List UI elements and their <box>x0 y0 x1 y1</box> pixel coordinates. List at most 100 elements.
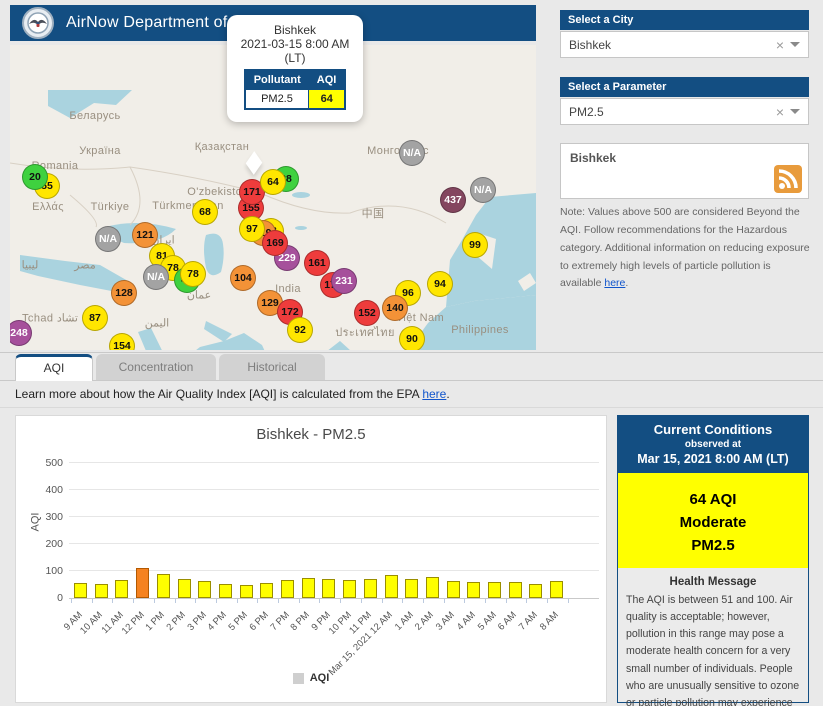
aqi-marker-97[interactable]: 97 <box>239 216 265 242</box>
parameter-select[interactable]: PM2.5 × <box>560 98 809 125</box>
legend-label: AQI <box>309 672 330 684</box>
aqi-marker-121[interactable]: 121 <box>132 222 158 248</box>
map-label: ليبيا <box>21 259 39 272</box>
chart-title: Bishkek - PM2.5 <box>256 426 366 443</box>
popup-timezone: (LT) <box>284 51 306 65</box>
learn-more-here-link[interactable]: here <box>422 387 447 401</box>
aqi-marker-104[interactable]: 104 <box>230 265 256 291</box>
gridline-400 <box>69 489 599 490</box>
tab-aqi[interactable]: AQI <box>15 354 93 381</box>
separator-below-tabs <box>0 380 823 381</box>
aqi-marker-NA[interactable]: N/A <box>399 140 425 166</box>
aqi-marker-NA[interactable]: N/A <box>95 226 121 252</box>
aqi-marker-NA[interactable]: N/A <box>143 264 169 290</box>
popup-aqi-value: 64 <box>308 89 346 110</box>
x-tickmark <box>71 598 72 603</box>
aqi-marker-140[interactable]: 140 <box>382 295 408 321</box>
parameter-clear-icon[interactable]: × <box>775 103 784 120</box>
popup-pollutant-header: Pollutant <box>244 70 309 90</box>
bar-5-AM <box>488 582 501 598</box>
city-select-value: Bishkek <box>569 37 612 52</box>
current-pollutant: PM2.5 <box>691 537 735 554</box>
bar-8-PM <box>301 577 315 598</box>
aqi-marker-169[interactable]: 169 <box>262 230 288 256</box>
aqi-marker-20[interactable]: 20 <box>22 164 48 190</box>
aqi-marker-437[interactable]: 437 <box>440 187 466 213</box>
current-aqi-category: Moderate <box>679 514 747 531</box>
rss-icon[interactable] <box>774 165 802 193</box>
x-tickmark <box>298 598 300 603</box>
bar-10-AM <box>94 583 108 598</box>
map-label: عمان <box>186 289 212 302</box>
x-tickmark <box>340 598 342 603</box>
bar-9-PM <box>322 578 336 598</box>
aqi-marker-152[interactable]: 152 <box>354 300 380 326</box>
note-text-before: Note: Values above 500 are considered Be… <box>560 206 810 290</box>
city-chevron-down-icon[interactable] <box>790 42 800 47</box>
aqi-marker-78[interactable]: 78 <box>180 261 206 287</box>
bar-1-PM <box>156 574 170 598</box>
rss-city-label: Bishkek <box>570 151 617 165</box>
x-tickmark <box>464 598 466 603</box>
bar-Mar-15-2021-12-AM <box>384 574 398 598</box>
current-conditions-title: Current Conditions <box>653 422 773 437</box>
aqi-marker-161[interactable]: 161 <box>304 250 330 276</box>
city-clear-icon[interactable]: × <box>775 36 784 53</box>
health-message-title: Health Message <box>669 576 757 588</box>
aqi-marker-128[interactable]: 128 <box>111 280 137 306</box>
popup-pollutant-value: PM2.5 <box>244 89 310 110</box>
aqi-marker-68[interactable]: 68 <box>192 199 218 225</box>
aqi-marker-248[interactable]: 248 <box>10 320 32 346</box>
y-tick-100: 100 <box>45 565 63 577</box>
bar-7-AM <box>529 583 543 598</box>
popup-aqi-table: Pollutant AQI PM2.5 64 <box>243 69 347 110</box>
x-tickmark <box>257 598 259 603</box>
x-tickmark <box>319 598 321 603</box>
x-tickmark <box>526 598 528 603</box>
note-text: Note: Values above 500 are considered Be… <box>560 204 812 293</box>
current-conditions-panel: Current Conditions observed at Mar 15, 2… <box>617 415 809 706</box>
x-tickmark <box>91 598 93 603</box>
x-tickmark <box>112 598 114 603</box>
city-select[interactable]: Bishkek × <box>560 31 809 58</box>
aqi-marker-129[interactable]: 129 <box>257 290 283 316</box>
aqi-marker-87[interactable]: 87 <box>82 305 108 331</box>
rss-box: Bishkek <box>560 143 809 199</box>
bar-9-AM <box>74 583 87 598</box>
aqi-chart-card: Bishkek - PM2.5 AQI 0 100 200 300 400 500 9 A… <box>15 415 607 703</box>
aqi-marker-90[interactable]: 90 <box>399 326 425 350</box>
x-tickmark <box>443 598 445 603</box>
x-tickmark <box>402 598 404 603</box>
aqi-marker-92[interactable]: 92 <box>287 317 313 343</box>
popup-datetime: 2021-03-15 8:00 AM <box>240 37 350 51</box>
x-tickmark <box>360 598 362 603</box>
tab-concentration[interactable]: Concentration <box>96 354 216 380</box>
map-label: اليمن <box>144 317 170 330</box>
aqi-marker-99[interactable]: 99 <box>462 232 488 258</box>
aqi-marker-154[interactable]: 154 <box>109 333 135 350</box>
chart-legend[interactable]: AQI <box>16 672 606 684</box>
aqi-marker-231[interactable]: 231 <box>331 268 357 294</box>
x-tickmark <box>153 598 155 603</box>
y-tick-400: 400 <box>45 484 63 496</box>
map-label: Türkiye <box>90 201 130 213</box>
aqi-marker-94[interactable]: 94 <box>427 271 453 297</box>
aqi-marker-NA[interactable]: N/A <box>470 177 496 203</box>
y-tick-300: 300 <box>45 511 63 523</box>
bar-5-PM <box>239 585 253 598</box>
chart-x-axis-labels: 9 AM 10 AM 11 AM 12 PM 1 PM 2 PM 3 PM 4 PM 5 PM 6… <box>61 604 599 678</box>
bar-1-AM <box>405 578 419 598</box>
parameter-chevron-down-icon[interactable] <box>790 109 800 114</box>
map-label: Қазақстан <box>194 141 250 153</box>
aqi-marker-64[interactable]: 64 <box>260 169 286 195</box>
city-select-header: Select a City <box>560 10 809 30</box>
y-tick-200: 200 <box>45 538 63 550</box>
gridline-100 <box>69 570 599 571</box>
bar-3-PM <box>198 581 212 598</box>
x-tickmark <box>422 598 424 603</box>
bar-7-PM <box>281 579 294 598</box>
bar-3-AM <box>446 581 460 598</box>
tab-historical[interactable]: Historical <box>219 354 325 380</box>
note-here-link[interactable]: here <box>604 277 626 290</box>
